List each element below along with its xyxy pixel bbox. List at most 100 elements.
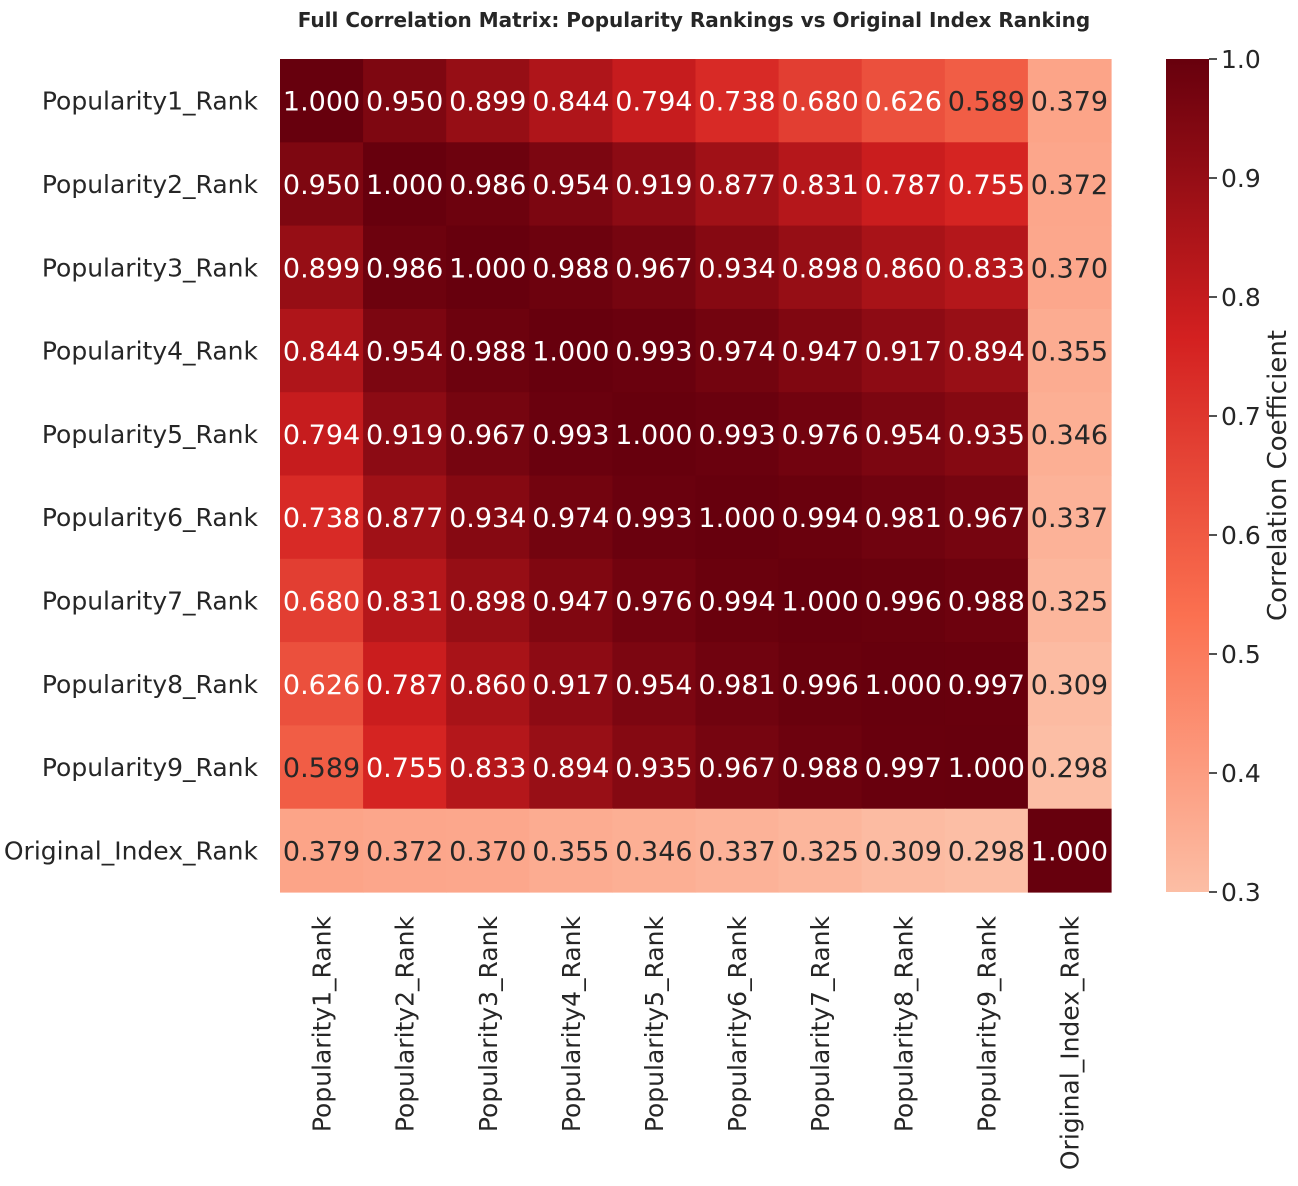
heatmap-cell [446, 142, 530, 227]
cell-value-label: 0.993 [698, 420, 775, 451]
row-tick-label: Popularity8_Rank [42, 670, 259, 699]
heatmap-cell [446, 392, 530, 477]
cell-value-label: 0.355 [1031, 337, 1108, 368]
row-tick-labels: Popularity1_Rank Popularity2_Rank Populari… [4, 87, 259, 866]
heatmap-cell [446, 308, 530, 393]
cell-value-label: 0.309 [1031, 670, 1108, 701]
cell-value-label: 0.981 [865, 503, 942, 534]
cell-value-label: 0.919 [366, 420, 443, 451]
colorbar-tick-label: 0.9 [1221, 164, 1261, 193]
colorbar-tick-label: 0.8 [1221, 283, 1261, 312]
cell-value-label: 0.954 [532, 170, 609, 201]
cell-value-label: 0.967 [698, 753, 775, 784]
heatmap-cell [1027, 558, 1112, 643]
heatmap-cell [612, 475, 697, 560]
heatmap-cell [446, 808, 530, 893]
cell-value-label: 0.309 [865, 836, 942, 867]
heatmap-cell [778, 558, 863, 643]
cell-value-label: 0.337 [698, 836, 775, 867]
cell-value-label: 0.325 [1031, 586, 1108, 617]
cell-value-label: 0.996 [782, 670, 859, 701]
cell-value-label: 0.680 [782, 87, 859, 118]
column-tick-label: Popularity3_Rank [474, 915, 503, 1132]
heatmap-cell [695, 142, 780, 227]
cell-value-label: 0.298 [1031, 753, 1108, 784]
cell-value-label: 0.898 [449, 586, 526, 617]
cell-value-label: 0.993 [615, 503, 692, 534]
cell-value-label: 0.794 [283, 420, 360, 451]
heatmap-cell [529, 142, 613, 227]
heatmap-cell [280, 225, 364, 310]
heatmap-cell [778, 59, 863, 143]
heatmap-cell [529, 642, 613, 726]
heatmap-cell [861, 392, 946, 477]
heatmap-cell [529, 725, 613, 810]
row-tick-label: Popularity9_Rank [42, 753, 259, 782]
cell-value-label: 0.831 [366, 586, 443, 617]
heatmap-cell [1027, 392, 1112, 477]
heatmap-cell [529, 392, 613, 477]
heatmap-cell [1027, 808, 1112, 893]
cell-value-label: 0.997 [948, 670, 1025, 701]
row-tick-label: Popularity7_Rank [42, 586, 259, 615]
heatmap-cell [1027, 225, 1112, 310]
row-tick-label: Popularity3_Rank [42, 253, 259, 282]
colorbar-tick-label: 0.5 [1221, 640, 1261, 669]
cell-value-label: 0.917 [532, 670, 609, 701]
heatmap-cell [612, 808, 697, 893]
cell-value-label: 0.626 [283, 670, 360, 701]
cell-value-label: 0.993 [615, 337, 692, 368]
heatmap-cell [612, 725, 697, 810]
cell-value-label: 0.355 [532, 836, 609, 867]
heatmap-cell [861, 642, 946, 726]
cell-value-label: 0.346 [1031, 420, 1108, 451]
column-tick-label: Popularity6_Rank [723, 915, 752, 1132]
heatmap-cell [778, 642, 863, 726]
heatmap-cell [944, 642, 1029, 726]
heatmap-cell [280, 642, 364, 726]
cell-value-label: 0.994 [698, 586, 775, 617]
row-tick-label: Popularity4_Rank [42, 337, 259, 366]
heatmap-cell [778, 142, 863, 227]
heatmap-cell [695, 642, 780, 726]
heatmap-cell [778, 475, 863, 560]
cell-value-label: 1.000 [615, 420, 692, 451]
heatmap-cell [944, 808, 1029, 893]
column-tick-label: Original_Index_Rank [1055, 915, 1084, 1170]
cell-value-label: 1.000 [698, 503, 775, 534]
cell-value-label: 0.794 [615, 87, 692, 118]
heatmap-cell [861, 59, 946, 143]
heatmap-cell [529, 308, 613, 393]
cell-value-label: 1.000 [283, 87, 360, 118]
heatmap-cell [778, 308, 863, 393]
cell-value-label: 0.877 [698, 170, 775, 201]
heatmap-cell [363, 808, 447, 893]
cell-value-label: 0.967 [948, 503, 1025, 534]
heatmap-cell [363, 59, 447, 143]
cell-value-label: 0.831 [782, 170, 859, 201]
heatmap-cell [363, 142, 447, 227]
heatmap-cell [529, 475, 613, 560]
heatmap-cell [280, 392, 364, 477]
cell-value-label: 0.974 [532, 503, 609, 534]
heatmap-cell [280, 142, 364, 227]
cell-value-label: 0.738 [698, 87, 775, 118]
colorbar-tick-label: 0.3 [1221, 878, 1261, 907]
cell-value-label: 0.988 [532, 253, 609, 284]
heatmap-cells: 1.000 0.950 0.899 0.844 0.794 0.738 0.680 0.626… [280, 59, 1112, 893]
heatmap-cell [944, 225, 1029, 310]
cell-value-label: 0.981 [698, 670, 775, 701]
cell-value-label: 0.898 [782, 253, 859, 284]
heatmap-cell [778, 725, 863, 810]
cell-value-label: 0.954 [865, 420, 942, 451]
heatmap-cell [363, 308, 447, 393]
heatmap-cell [861, 308, 946, 393]
heatmap-cell [363, 642, 447, 726]
cell-value-label: 0.947 [782, 337, 859, 368]
heatmap-cell [446, 725, 530, 810]
cell-value-label: 0.954 [615, 670, 692, 701]
cell-value-label: 0.947 [532, 586, 609, 617]
cell-value-label: 0.934 [449, 503, 526, 534]
cell-value-label: 0.298 [948, 836, 1025, 867]
